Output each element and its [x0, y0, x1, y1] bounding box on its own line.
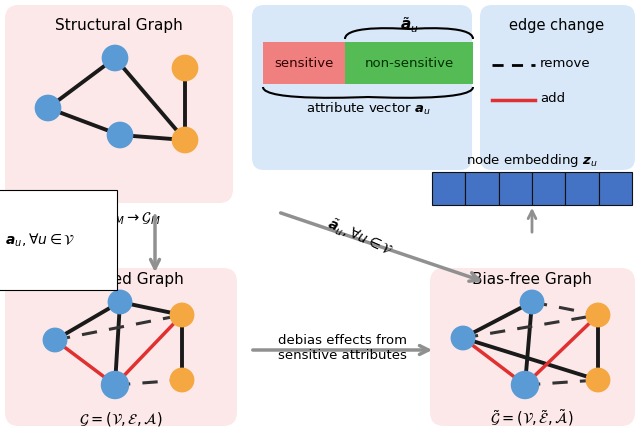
- Bar: [465, 172, 499, 205]
- Text: Observed Graph: Observed Graph: [58, 272, 184, 287]
- Text: $\mathcal{G} = (\mathcal{V}, \mathcal{E}, \mathcal{A})$: $\mathcal{G} = (\mathcal{V}, \mathcal{E}…: [79, 410, 163, 428]
- Text: non-sensitive: non-sensitive: [364, 56, 454, 69]
- Bar: [345, 42, 473, 84]
- FancyBboxPatch shape: [252, 5, 472, 170]
- Text: add: add: [540, 92, 565, 104]
- Point: [520, 382, 530, 389]
- Point: [115, 131, 125, 138]
- Point: [180, 137, 190, 143]
- Bar: [263, 42, 345, 84]
- Text: $\mathcal{M}, \Theta_M \rightarrow \mathcal{G}_M$: $\mathcal{M}, \Theta_M \rightarrow \math…: [77, 208, 161, 227]
- Text: $\boldsymbol{a}_u, \forall u \in \mathcal{V}$: $\boldsymbol{a}_u, \forall u \in \mathca…: [5, 231, 76, 249]
- FancyBboxPatch shape: [5, 5, 233, 203]
- Point: [180, 65, 190, 71]
- Point: [527, 299, 537, 306]
- Point: [43, 104, 53, 111]
- Point: [110, 382, 120, 389]
- Point: [458, 335, 468, 342]
- FancyBboxPatch shape: [5, 268, 237, 426]
- Bar: [499, 172, 532, 205]
- Bar: [565, 172, 598, 205]
- Point: [115, 299, 125, 306]
- Bar: [598, 172, 632, 205]
- Point: [50, 336, 60, 343]
- Point: [593, 312, 603, 318]
- Bar: [532, 172, 565, 205]
- Text: Structural Graph: Structural Graph: [55, 18, 183, 33]
- Point: [593, 377, 603, 383]
- Text: $\tilde{\boldsymbol{a}}_u, \forall u \in \mathcal{V}$: $\tilde{\boldsymbol{a}}_u, \forall u \in…: [324, 215, 396, 261]
- Text: remove: remove: [540, 56, 591, 69]
- FancyBboxPatch shape: [480, 5, 635, 170]
- Text: debias effects from
sensitive attributes: debias effects from sensitive attributes: [278, 334, 406, 362]
- Bar: [432, 172, 465, 205]
- Text: $\tilde{\boldsymbol{a}}_u$: $\tilde{\boldsymbol{a}}_u$: [399, 15, 419, 35]
- Point: [177, 377, 187, 383]
- Text: edge change: edge change: [509, 18, 605, 33]
- Text: Bias-free Graph: Bias-free Graph: [472, 272, 592, 287]
- Text: node embedding $\boldsymbol{z}_u$: node embedding $\boldsymbol{z}_u$: [466, 152, 598, 169]
- Text: $\tilde{\mathcal{G}} = (\mathcal{V}, \tilde{\mathcal{E}}, \tilde{\mathcal{A}})$: $\tilde{\mathcal{G}} = (\mathcal{V}, \ti…: [490, 407, 573, 428]
- Point: [110, 55, 120, 62]
- Point: [177, 312, 187, 318]
- FancyBboxPatch shape: [430, 268, 635, 426]
- Text: sensitive: sensitive: [275, 56, 333, 69]
- Text: attribute vector $\boldsymbol{a}_u$: attribute vector $\boldsymbol{a}_u$: [306, 101, 430, 117]
